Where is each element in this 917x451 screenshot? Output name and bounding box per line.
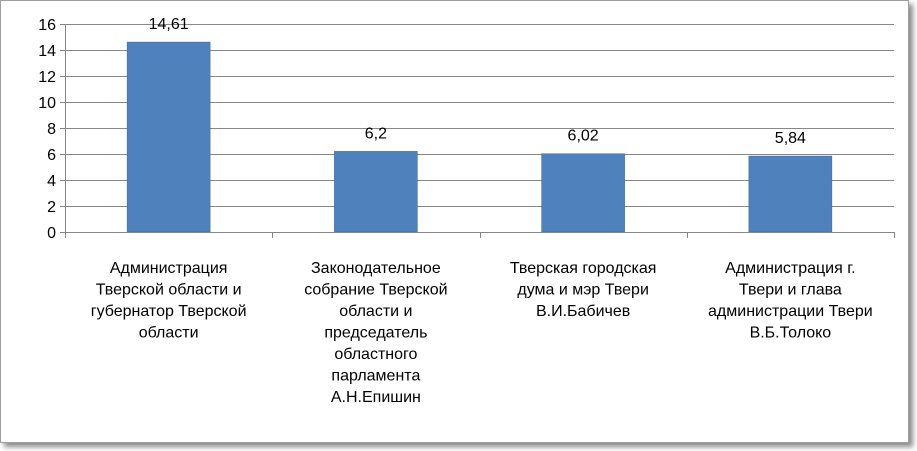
data-label: 5,84	[775, 130, 806, 147]
category-label-line: собрание Тверской	[304, 282, 447, 299]
bars	[126, 41, 833, 233]
category-label-line: А.Н.Епишин	[331, 389, 421, 406]
y-tick-labels: 0 2 4 6 8 10 12 14 16	[38, 17, 56, 242]
chart-frame: 0 2 4 6 8 10 12 14 16 14,61 6,2 6,02 5,84 Администр…	[0, 0, 909, 443]
y-tick-label: 6	[47, 147, 56, 164]
y-tick-label: 10	[38, 95, 56, 112]
category-label-line: Твери и глава	[739, 282, 842, 299]
bar	[334, 151, 418, 233]
y-tick-label: 16	[38, 17, 56, 34]
category-label: Администрация Тверской области и губернато…	[91, 260, 247, 342]
category-label-line: Законодательное	[311, 260, 441, 277]
category-label-line: В.Б.Толоко	[750, 325, 832, 342]
category-label-line: Тверской области и	[96, 282, 242, 299]
category-labels: Администрация Тверской области и губернато…	[91, 260, 873, 406]
category-label-line: председатель	[324, 325, 427, 342]
data-label: 14,61	[149, 16, 189, 33]
y-tick-label: 2	[47, 199, 56, 216]
y-tick-label: 4	[47, 173, 56, 190]
category-label-line: Тверская городская	[510, 260, 657, 277]
category-label: Тверская городская дума и мэр Твери В.И.Ба…	[510, 260, 657, 320]
category-label-line: В.И.Бабичев	[536, 303, 630, 320]
category-label-line: администрации Твери	[708, 303, 873, 320]
category-label-line: Администрация г.	[725, 260, 855, 277]
data-label: 6,2	[365, 125, 387, 142]
category-label-line: областного	[334, 346, 417, 363]
y-tick-label: 0	[47, 225, 56, 242]
bar	[748, 155, 833, 233]
y-tick-label: 12	[38, 69, 56, 86]
data-label: 6,02	[568, 128, 599, 145]
category-label-line: губернатор Тверской	[91, 303, 247, 320]
bar-chart: 0 2 4 6 8 10 12 14 16 14,61 6,2 6,02 5,84 Администр…	[38, 16, 895, 406]
data-labels: 14,61 6,2 6,02 5,84	[149, 16, 806, 147]
y-tick-label: 14	[38, 43, 56, 60]
category-label-line: дума и мэр Твери	[517, 282, 649, 299]
category-label-line: области	[139, 325, 199, 342]
axes	[60, 24, 895, 238]
bar	[541, 153, 625, 233]
category-label-line: области и	[339, 303, 412, 320]
category-label: Администрация г. Твери и глава администрац…	[708, 260, 873, 342]
category-label-line: Администрация	[110, 260, 228, 277]
category-label: Законодательное собрание Тверской области …	[304, 260, 447, 406]
bar	[126, 41, 211, 233]
y-tick-label: 8	[47, 121, 56, 138]
category-label-line: парламента	[331, 368, 420, 385]
